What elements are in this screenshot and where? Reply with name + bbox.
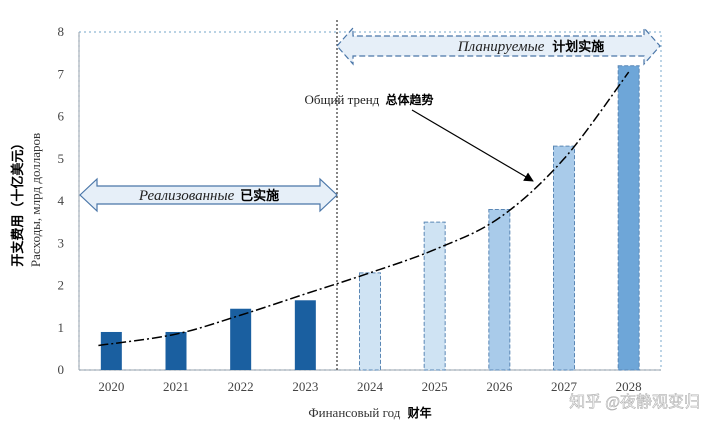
bar-2025	[423, 221, 446, 371]
bar-2024	[359, 272, 381, 371]
y-tick-label: 3	[58, 235, 65, 250]
y-tick-label: 7	[58, 66, 65, 81]
y-axis-title-cn: 开支费用（十亿美元）	[10, 137, 26, 267]
x-tick-label: 2020	[98, 379, 124, 394]
bars-group	[100, 65, 640, 371]
trend-line	[98, 71, 630, 347]
y-axis-title-ru: Расходы, млрд долларов	[28, 133, 43, 267]
x-axis-title-cn: 财年	[407, 405, 432, 420]
realized-label: Реализованные 已实施	[138, 188, 279, 204]
y-tick-label: 1	[58, 320, 65, 335]
planned-label-ru: Планируемые	[457, 39, 545, 55]
y-axis-title: 开支费用（十亿美元） Расходы, млрд долларов	[10, 133, 43, 267]
y-tick-label: 8	[58, 24, 65, 39]
x-tick-label: 2021	[163, 379, 189, 394]
planned-label: Планируемые 计划实施	[457, 39, 604, 55]
y-tick-label: 6	[58, 109, 65, 124]
y-tick-label: 0	[58, 362, 65, 377]
x-axis-title: Финансовый год 财年	[308, 405, 431, 420]
bar-2028	[617, 65, 640, 371]
bar-2026	[488, 208, 511, 371]
x-tick-label: 2027	[551, 379, 578, 394]
bar-2021	[165, 331, 187, 370]
planned-label-cn: 计划实施	[552, 39, 604, 55]
y-tick-label: 4	[58, 193, 65, 208]
realized-label-cn: 已实施	[240, 188, 279, 204]
bar-2020	[100, 331, 122, 370]
bar-2027	[553, 145, 575, 371]
trend-label-cn: 总体趋势	[386, 92, 434, 107]
trend-label-ru: Общий тренд	[304, 92, 379, 107]
bar-2023	[294, 300, 316, 370]
x-tick-label: 2023	[292, 379, 318, 394]
realized-period-arrow	[79, 177, 338, 213]
y-tick-label: 2	[58, 278, 65, 293]
x-tick-label: 2028	[616, 379, 642, 394]
x-tick-label: 2022	[228, 379, 254, 394]
realized-label-ru: Реализованные	[138, 188, 235, 204]
trend-label: Общий тренд 总体趋势	[304, 92, 433, 107]
x-tick-label: 2024	[357, 379, 384, 394]
x-tick-label: 2025	[422, 379, 448, 394]
y-axis-ticks: 0 1 2 3 4 5 6 7 8	[58, 24, 65, 377]
planned-period-arrow	[336, 26, 661, 66]
y-tick-label: 5	[58, 151, 65, 166]
trend-annotation-arrow	[411, 109, 534, 182]
x-axis-ticks: 2020 2021 2022 2023 2024 2025 2026 2027 2028	[98, 379, 641, 394]
x-axis-title-ru: Финансовый год	[308, 405, 400, 420]
bar-2022	[230, 308, 252, 370]
watermark-text: 知乎 @夜静观变归	[569, 393, 700, 411]
x-tick-label: 2026	[486, 379, 513, 394]
